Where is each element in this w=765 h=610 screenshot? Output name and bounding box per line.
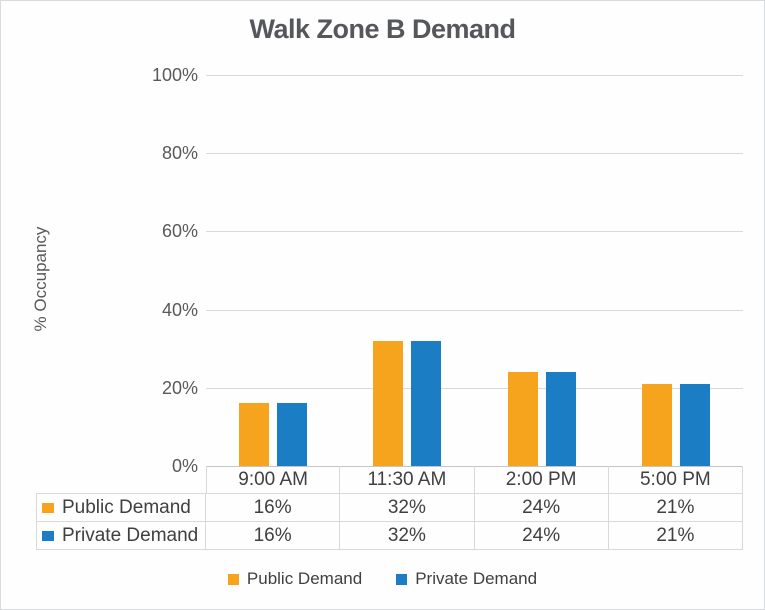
y-gridline — [206, 387, 743, 389]
private-demand-legend-marker-icon — [396, 573, 408, 585]
bar-public-demand-900am — [239, 403, 270, 466]
table-value-public-demand-0: 16% — [206, 494, 341, 522]
table-header-200pm: 2:00 PM — [474, 466, 609, 494]
legend-label: Public Demand — [246, 569, 363, 588]
table-row-label-text: Public Demand — [62, 496, 191, 518]
table-row-label-public-demand: Public Demand — [36, 494, 206, 522]
legend: Public Demand Private Demand — [1, 565, 764, 593]
table-value-public-demand-1: 32% — [340, 494, 475, 522]
table-value-public-demand-3: 21% — [608, 494, 743, 522]
bar-private-demand-1130am — [411, 340, 442, 466]
table-header-900am: 9:00 AM — [206, 466, 341, 494]
public-demand-legend-marker-icon — [227, 573, 239, 585]
table-value-private-demand-3: 21% — [608, 522, 743, 550]
x-axis-line — [206, 466, 743, 467]
data-table: 9:00 AM 11:30 AM 2:00 PM 5:00 PM Public Dema… — [36, 466, 743, 551]
y-tick-label: 20% — [161, 377, 198, 398]
table-corner-cell — [36, 466, 206, 494]
table-row-label-private-demand: Private Demand — [36, 522, 206, 550]
table-value-private-demand-0: 16% — [206, 522, 341, 550]
bar-public-demand-500pm — [641, 383, 672, 466]
plot-area — [206, 75, 743, 467]
table-row-label-text: Private Demand — [62, 524, 199, 546]
chart-title: Walk Zone B Demand — [249, 14, 516, 44]
table-header-500pm: 5:00 PM — [608, 466, 743, 494]
bar-private-demand-200pm — [545, 372, 576, 466]
table-value-private-demand-1: 32% — [340, 522, 475, 550]
private-demand-marker-icon — [42, 530, 54, 541]
legend-item-public-demand: Public Demand — [227, 569, 363, 589]
bar-public-demand-1130am — [373, 340, 404, 466]
y-tick-label: 40% — [161, 299, 198, 320]
y-gridline — [206, 153, 743, 155]
y-tick-label: 80% — [161, 143, 198, 164]
y-gridline — [206, 75, 743, 76]
y-tick-label: 100% — [151, 65, 198, 85]
legend-item-private-demand: Private Demand — [396, 569, 537, 589]
table-header-1130am: 11:30 AM — [340, 466, 475, 494]
public-demand-marker-icon — [42, 502, 54, 513]
table-value-public-demand-2: 24% — [474, 494, 609, 522]
table-value-private-demand-2: 24% — [474, 522, 609, 550]
y-tick-label: 60% — [161, 221, 198, 242]
y-gridline — [206, 309, 743, 311]
bar-private-demand-500pm — [679, 383, 710, 466]
bar-private-demand-900am — [277, 403, 308, 466]
y-tick-label: 0% — [171, 456, 198, 476]
y-gridline — [206, 231, 743, 233]
bar-public-demand-200pm — [507, 372, 538, 466]
legend-label: Private Demand — [415, 569, 538, 588]
